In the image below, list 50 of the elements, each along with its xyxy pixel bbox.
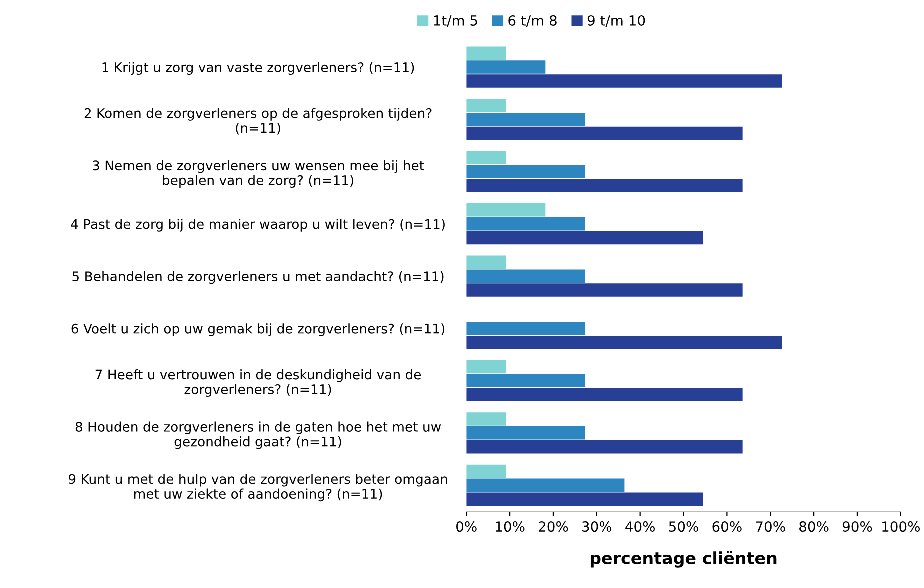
bar — [466, 336, 782, 350]
bar — [466, 60, 546, 74]
bar — [466, 99, 506, 112]
y-tick-label: 9 Kunt u met de hulp van de zorgverleners beter omgaan met uw ziekte of aandoening? (n=11) — [68, 474, 448, 502]
x-tick-label: 40% — [626, 522, 655, 532]
x-tick-label: 70% — [756, 522, 786, 532]
y-tick-label: 4 Past de zorg bij de manier waarop u wilt leven? (n=11) — [71, 219, 445, 232]
legend-label: 6 t/m 8 — [508, 15, 557, 28]
bar — [466, 165, 586, 178]
x-tick-label: 20% — [539, 522, 568, 532]
bar — [466, 284, 743, 297]
x-tick-label: 80% — [800, 522, 829, 532]
x-tick-label: 30% — [582, 522, 612, 532]
bar — [466, 492, 704, 506]
bar — [466, 256, 506, 270]
y-tick-label: 1 Krijgt u zorg van vaste zorgverleners? (n=11) — [102, 62, 414, 76]
bar — [466, 322, 586, 336]
x-tick-label: 90% — [842, 522, 872, 532]
bar — [466, 217, 586, 231]
x-tick-label: 10% — [496, 522, 525, 532]
bar — [466, 464, 506, 478]
bar — [466, 231, 704, 245]
y-tick-label: 7 Heeft u vertrouwen in de deskundigheid van de zorgverleners? (n=11) — [96, 369, 422, 398]
legend-label: 9 t/m 10 — [588, 15, 646, 28]
bar — [466, 270, 586, 283]
x-tick-label: 0% — [456, 522, 477, 532]
bar — [466, 388, 743, 402]
bar — [466, 426, 586, 440]
bar — [466, 46, 506, 60]
bar — [466, 151, 506, 165]
x-tick-label: 50% — [669, 522, 698, 532]
bar — [466, 440, 743, 454]
bar — [466, 74, 782, 88]
y-tick-label: 6 Voelt u zich op uw gemak bij de zorgverleners? (n=11) — [72, 324, 445, 336]
y-tick-label: 8 Houden de zorgverleners in de gaten hoe het met uw gezondheid gaat? (n=11) — [76, 422, 442, 450]
x-tick-label: 60% — [712, 522, 742, 532]
bar — [466, 112, 586, 126]
bar — [466, 374, 586, 388]
bar — [466, 478, 625, 492]
x-tick-label: 100% — [882, 522, 920, 532]
bar — [466, 204, 546, 217]
bar — [466, 179, 743, 192]
x-axis-title: percentage cliënten — [590, 551, 777, 568]
bar — [466, 412, 506, 426]
bar — [466, 360, 506, 374]
y-tick-label: 2 Komen de zorgverleners op de afgesproken tijden? (n=11) — [84, 108, 432, 135]
legend-label: 1t/m 5 — [434, 16, 478, 28]
y-tick-label: 3 Nemen de zorgverleners uw wensen mee bij het bepalen van de zorg? (n=11) — [93, 160, 424, 188]
bar — [466, 126, 743, 140]
y-tick-label: 5 Behandelen de zorgverleners u met aandacht? (n=11) — [72, 271, 444, 284]
